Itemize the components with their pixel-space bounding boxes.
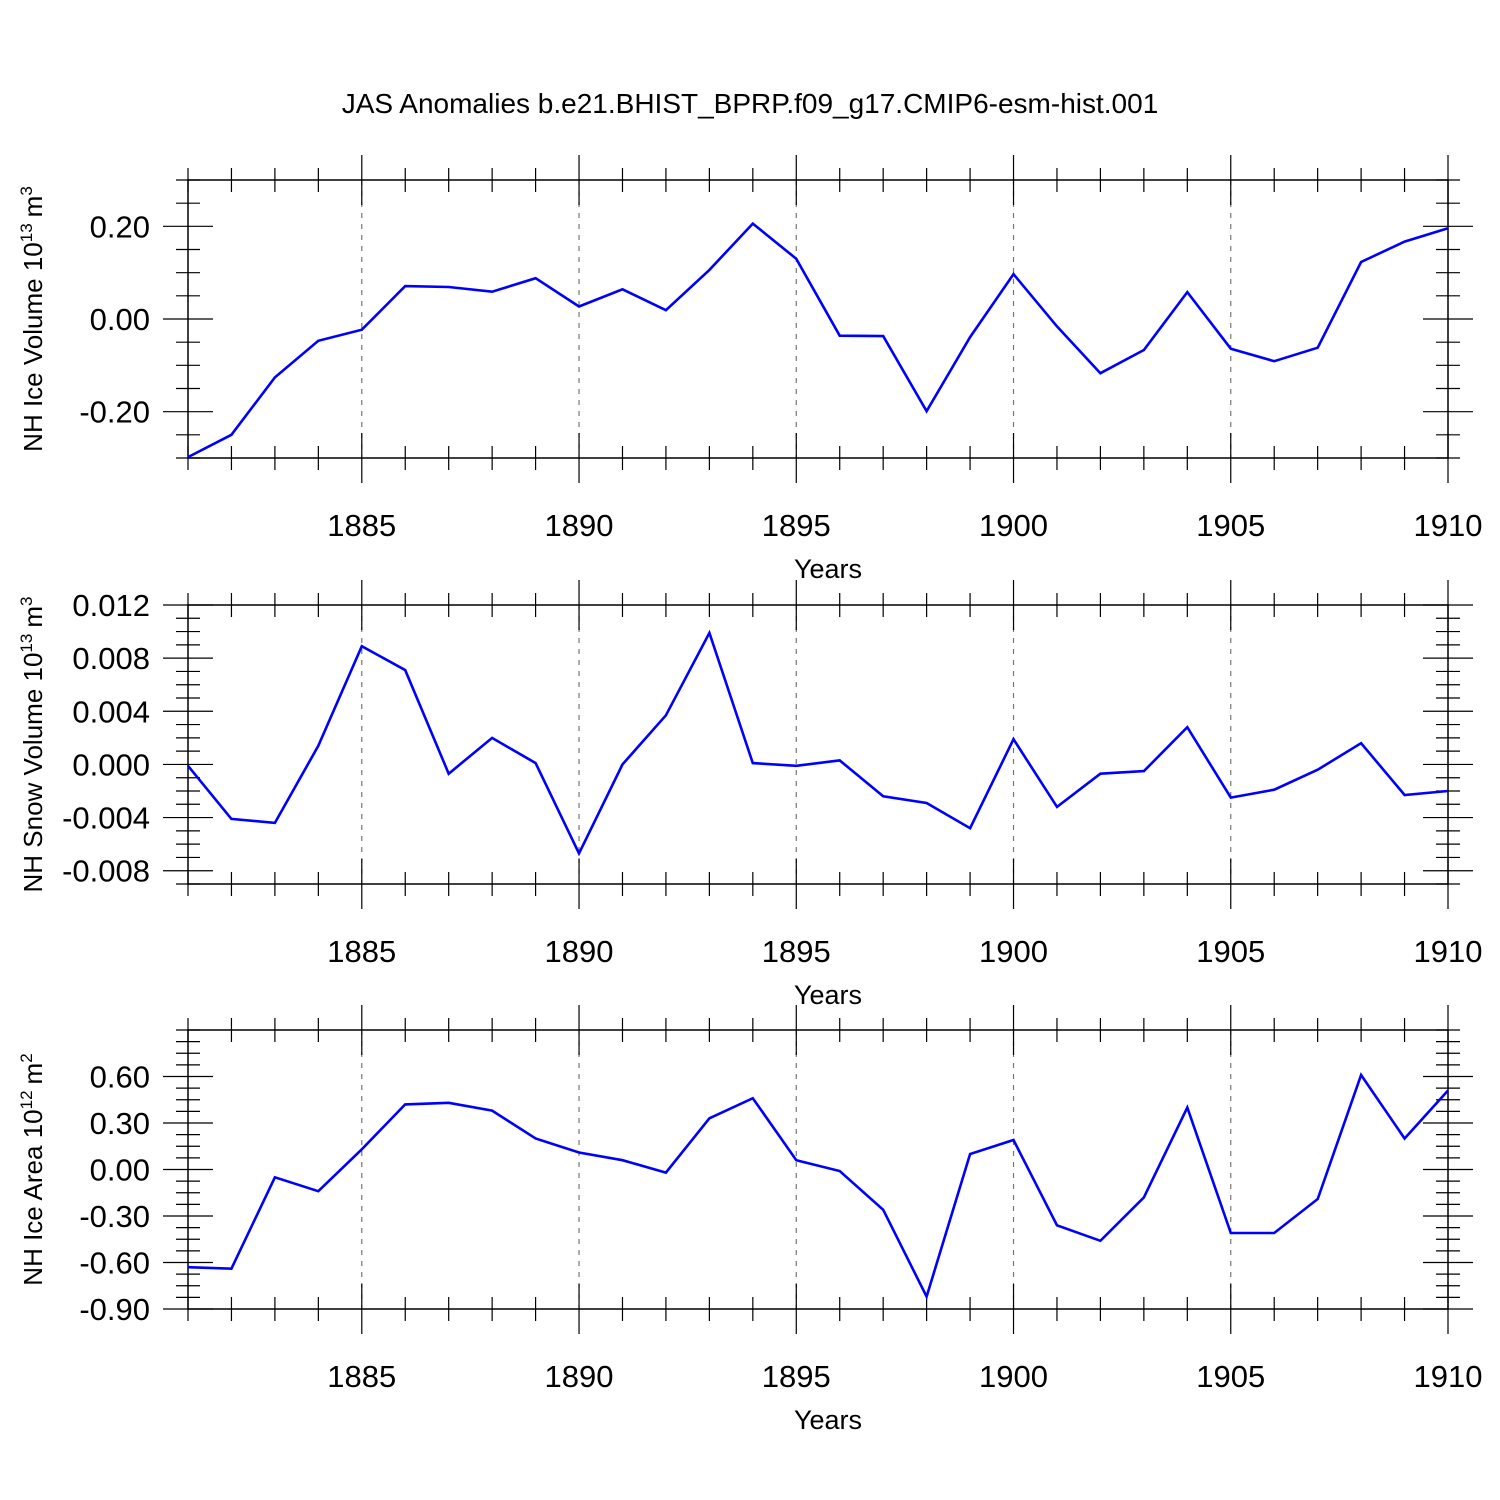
y-tick-label: -0.20 <box>79 395 150 430</box>
y-axis-label-unit: m <box>18 606 48 628</box>
y-axis-label-unit-exponent: 2 <box>17 1053 36 1062</box>
x-tick-label: 1905 <box>1196 1359 1265 1394</box>
y-axis-label-text: NH Ice Volume 10 <box>18 242 48 452</box>
y-tick-label: 0.012 <box>72 588 150 623</box>
y-axis-label: NH Ice Volume 1013 m3 <box>17 186 48 452</box>
y-tick-label: 0.20 <box>90 209 150 244</box>
y-axis-label: NH Ice Area 1012 m2 <box>17 1053 48 1285</box>
x-tick-label: 1910 <box>1414 508 1483 543</box>
y-tick-label: 0.008 <box>72 641 150 676</box>
y-axis-label-unit-exponent: 3 <box>17 186 36 195</box>
y-axis-label: NH Snow Volume 1013 m3 <box>17 597 48 893</box>
y-axis-label-text: NH Ice Area 10 <box>18 1109 48 1285</box>
y-tick-label: 0.004 <box>72 694 150 729</box>
ice-volume-panel: -0.20 0.00 0.20 1885 1890 1895 1900 1905 1910 Yea… <box>17 155 1482 584</box>
x-tick-label: 1900 <box>979 508 1048 543</box>
y-axis-label-unit: m <box>18 1063 48 1085</box>
x-tick-label: 1900 <box>979 934 1048 969</box>
x-tick-label: 1885 <box>327 934 396 969</box>
x-axis-label: Years <box>794 554 862 584</box>
x-tick-label: 1910 <box>1414 1359 1483 1394</box>
series-line <box>187 221 1449 459</box>
y-tick-label: 0.30 <box>90 1106 150 1141</box>
y-tick-label: 0.000 <box>72 747 150 782</box>
y-tick-label: -0.90 <box>79 1292 150 1327</box>
y-tick-label: 0.00 <box>90 302 150 337</box>
ice-area-panel: -0.90 -0.60 -0.30 0.00 0.30 0.60 1885 1890 1895 1… <box>17 1005 1482 1435</box>
y-axis-label-exponent: 13 <box>17 634 36 653</box>
plot-frame <box>187 604 1449 885</box>
snow-volume-panel: -0.008 -0.004 0.000 0.004 0.008 0.012 1885 1890… <box>17 580 1482 1010</box>
x-tick-label: 1895 <box>762 1359 831 1394</box>
y-axis-label-text: NH Snow Volume 10 <box>18 653 48 893</box>
figure-title: JAS Anomalies b.e21.BHIST_BPRP.f09_g17.C… <box>341 88 1159 119</box>
x-tick-label: 1905 <box>1196 508 1265 543</box>
plot-frame <box>187 179 1449 459</box>
x-tick-label: 1890 <box>545 1359 614 1394</box>
y-axis-label-unit-exponent: 3 <box>17 597 36 606</box>
y-tick-label: 0.60 <box>90 1060 150 1095</box>
x-tick-label: 1905 <box>1196 934 1265 969</box>
x-axis-label: Years <box>794 980 862 1010</box>
y-tick-label: -0.008 <box>62 854 150 889</box>
y-axis-label-exponent: 12 <box>17 1090 36 1109</box>
y-tick-label: -0.60 <box>79 1246 150 1281</box>
x-tick-label: 1900 <box>979 1359 1048 1394</box>
plot-frame <box>187 1029 1449 1310</box>
y-tick-label: -0.004 <box>62 801 150 836</box>
x-axis-label: Years <box>794 1405 862 1435</box>
y-tick-label: 0.00 <box>90 1153 150 1188</box>
x-tick-label: 1910 <box>1414 934 1483 969</box>
x-tick-label: 1895 <box>762 508 831 543</box>
x-tick-label: 1890 <box>545 934 614 969</box>
x-tick-label: 1885 <box>327 1359 396 1394</box>
y-axis-label-unit: m <box>18 196 48 218</box>
y-tick-label: -0.30 <box>79 1199 150 1234</box>
series-line <box>186 629 1449 857</box>
x-tick-label: 1895 <box>762 934 831 969</box>
x-tick-label: 1885 <box>327 508 396 543</box>
series-line <box>187 1072 1449 1301</box>
y-axis-label-exponent: 13 <box>17 223 36 242</box>
x-tick-label: 1890 <box>545 508 614 543</box>
